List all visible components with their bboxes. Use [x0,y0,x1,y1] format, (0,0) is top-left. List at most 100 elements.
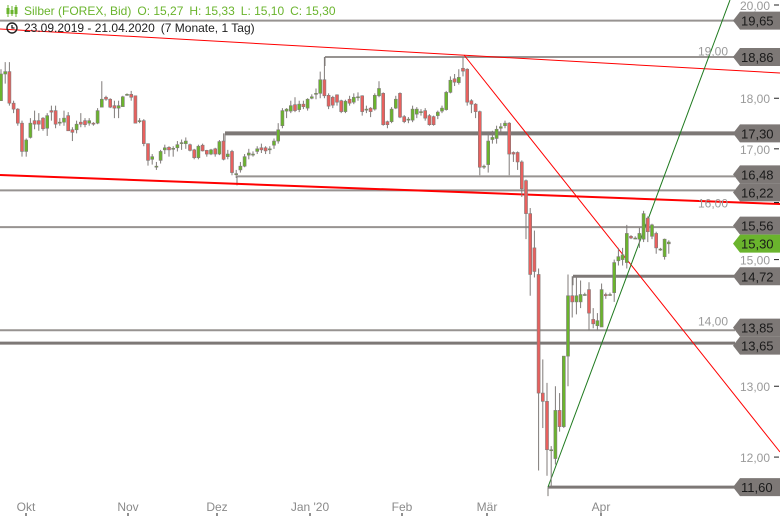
candle-body [406,118,411,121]
candle [608,292,612,296]
level-flag-label: 13,65 [741,339,774,354]
level-flag: 14,72 [733,267,780,286]
candle-body [545,401,549,451]
candle [79,113,83,128]
candle-body [205,150,209,155]
candle [414,107,419,119]
candle [41,117,45,131]
y-tick-label: 18,00 [740,92,770,106]
candle [356,92,360,101]
candle-body [213,148,217,155]
candle-body [335,94,339,103]
candle [377,81,381,98]
candle-body [356,96,360,99]
candle-body [461,67,465,72]
candle [230,149,234,176]
candle [515,151,520,170]
candle [137,118,142,124]
level-flag-label: 11,60 [741,480,773,495]
candle [536,268,541,471]
candle [624,224,629,269]
candle [36,113,41,131]
candle-body [398,93,402,118]
candle [74,120,79,134]
candle-body [507,122,512,155]
candle-body [100,98,104,108]
level-flag-shape [733,336,780,355]
candle-body [456,77,461,83]
instrument-header: Silber (FOREX, Bid) O: 15,27 H: 15,33 L: 15… [6,4,342,20]
candle [330,95,335,109]
candle [435,110,440,120]
candle [314,88,318,100]
candle [498,123,503,134]
candle [385,120,390,129]
candle-body [587,289,591,314]
support-resistance-levels [0,19,735,497]
level-flag: 13,65 [733,336,780,355]
candle-body [347,98,352,104]
level-flag-label: 16,22 [741,185,774,200]
candle-body [24,139,29,152]
candle-body [351,96,356,103]
level-flag: 18,86 [733,47,780,66]
candle [255,146,259,155]
candle [284,108,289,119]
level-flag: 16,22 [733,183,780,202]
candle [440,105,444,114]
trend-lines [0,0,780,488]
candle-body [435,111,440,116]
candle-body [297,103,302,110]
candle-body [524,180,528,214]
candle [20,120,24,157]
period-length: (7 Monate, 1 Tag) [160,21,255,35]
candle [217,140,222,156]
candle [293,97,297,113]
date-range: 23.09.2019 - 21.04.2020 [24,21,155,35]
candle-body [184,140,188,144]
candle [0,69,3,102]
candle-body [62,117,66,123]
candle [45,113,50,136]
candle-body [309,96,314,99]
level-flag-label: 15,56 [741,219,774,234]
candle-body [20,122,24,152]
candle-body [582,294,587,296]
candle [444,90,449,111]
candle-body [41,117,45,130]
candle [452,73,457,87]
candle [112,100,117,119]
x-tick-label: Nov [117,500,138,514]
candle [557,393,562,432]
candle-body [167,146,171,151]
y-tick-label: 15,00 [740,254,770,268]
candle [549,446,554,488]
candle-body [431,116,436,125]
candle-body [566,295,570,357]
candle [87,118,91,126]
candle-body [578,294,583,303]
candle [633,236,638,240]
trend-line-red-diagonal [463,54,780,453]
candle [259,143,264,154]
candle [91,122,96,126]
candle [322,56,327,99]
candle-body [3,71,8,75]
candle [486,133,491,173]
clock-icon [6,22,18,37]
candle-body [112,105,117,109]
level-flag-shape [733,11,780,30]
candle-body [142,120,146,144]
candle-body [217,141,222,155]
candle-body [150,156,154,160]
candle-body [53,110,58,125]
candle [582,292,587,296]
candle [209,148,213,156]
candle-body [305,98,310,109]
candle [448,76,453,94]
level-flag-label: 13,85 [741,321,774,336]
candle-body [503,122,507,127]
candle [524,179,528,240]
candle [62,110,66,126]
